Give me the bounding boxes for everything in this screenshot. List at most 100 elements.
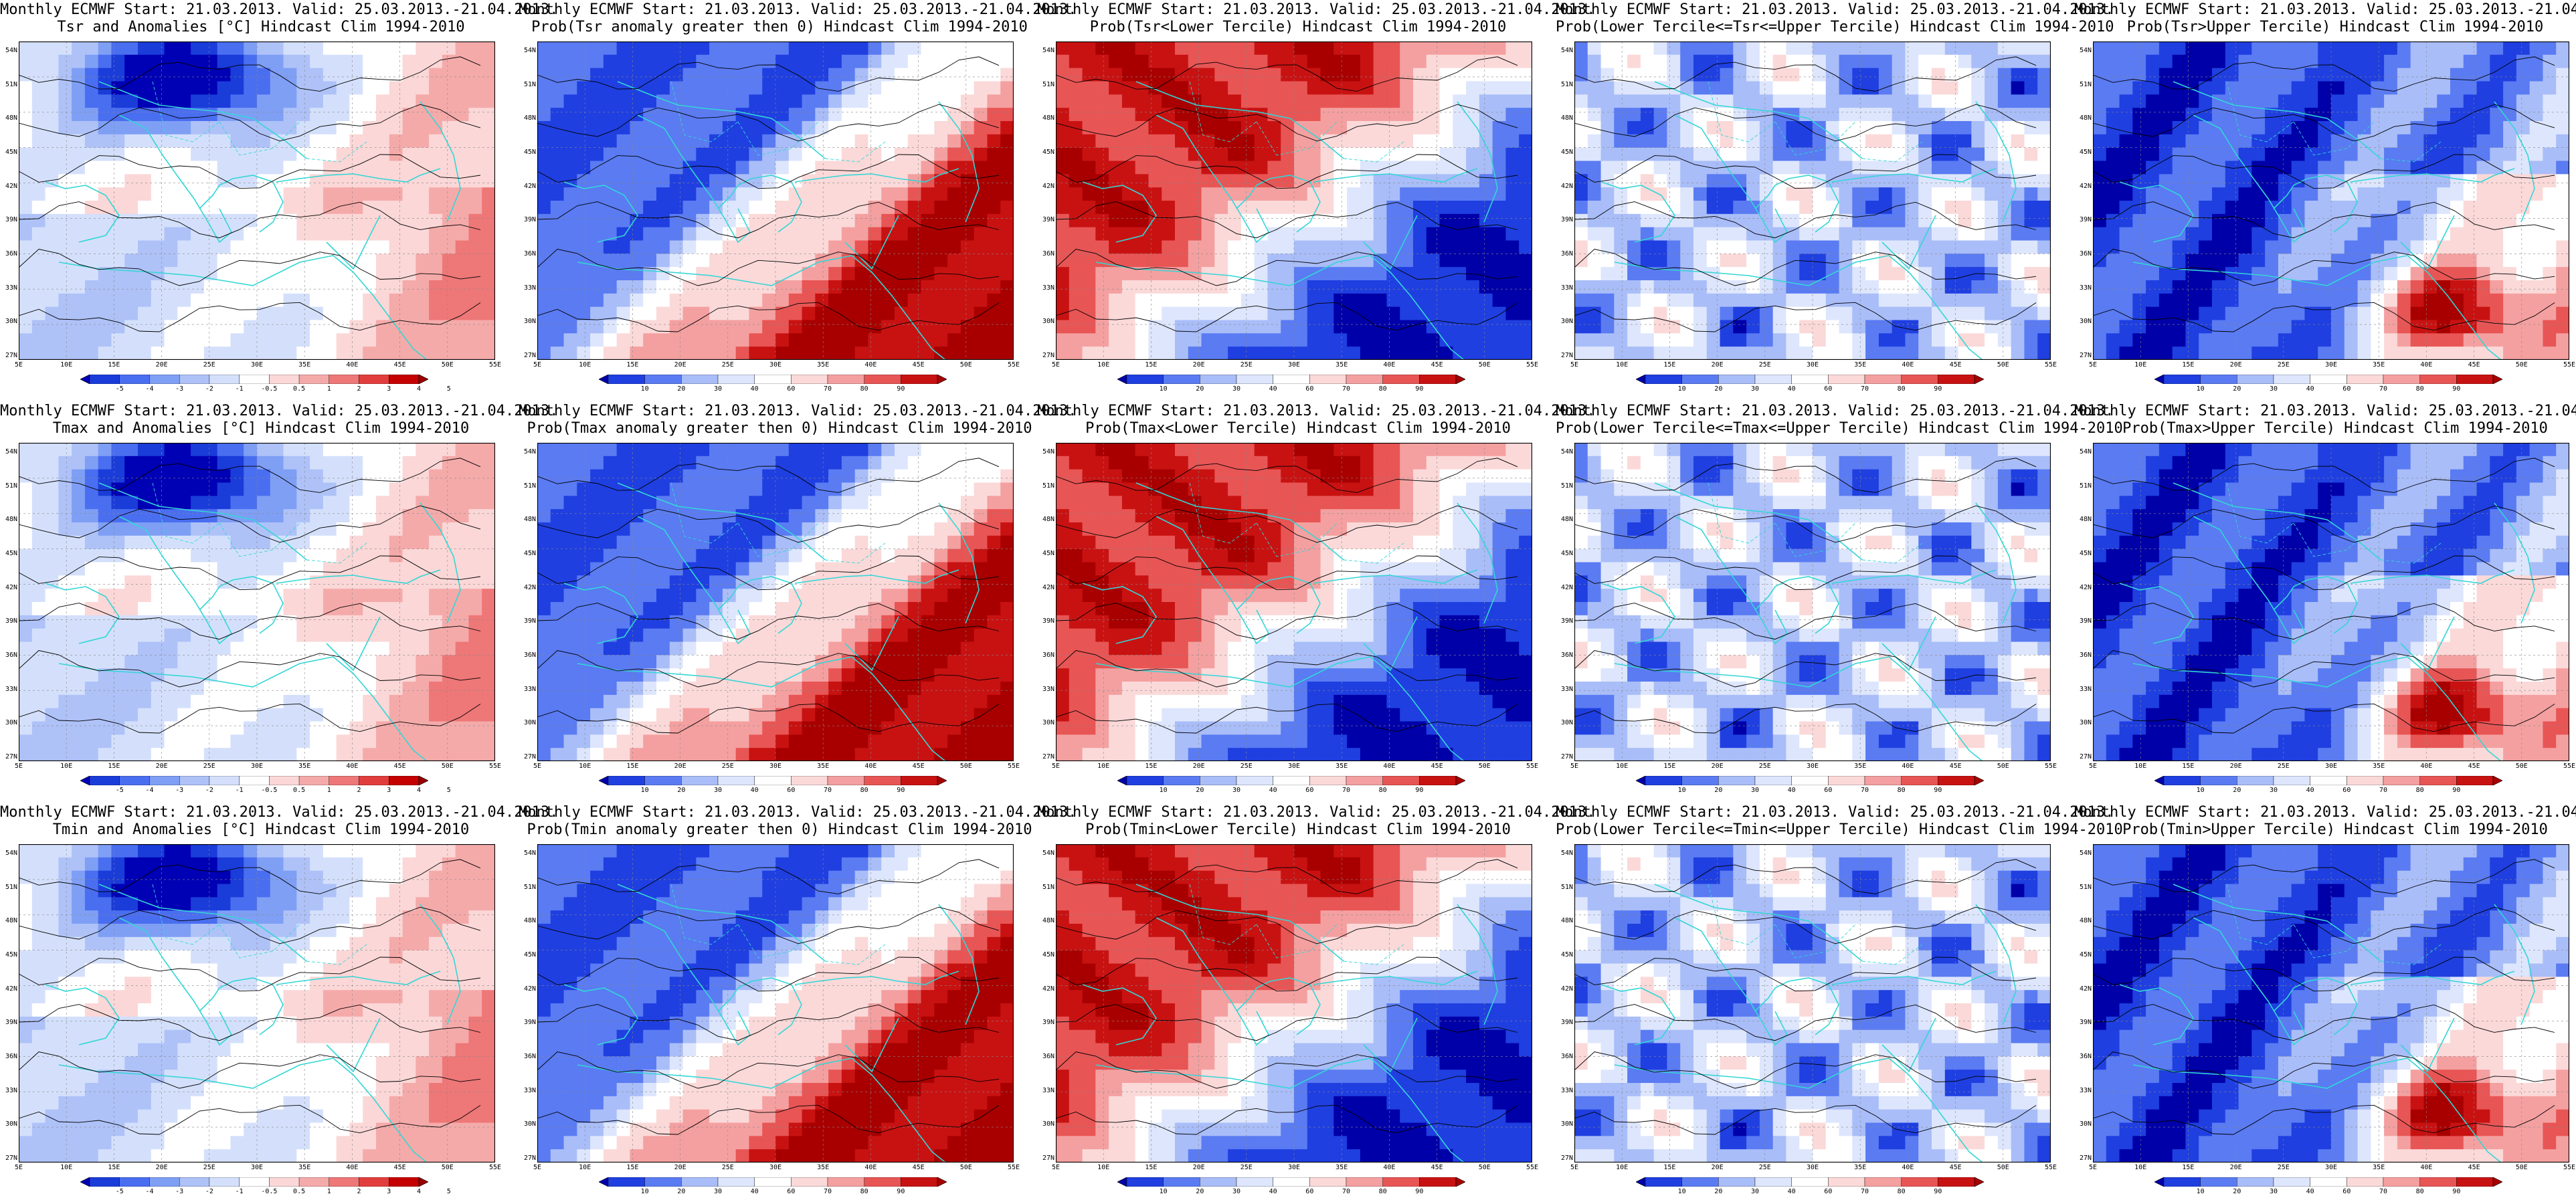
field-cell [124,174,139,188]
isoline-path [1574,249,2037,286]
field-cell [416,443,430,457]
field-cell [2185,201,2199,215]
field-cell [1693,213,1708,228]
field-cell [2529,240,2544,254]
field-cell [656,147,670,162]
longitude-label: 30E [769,361,782,369]
field-cell [2158,174,2173,188]
field-cell [2119,81,2133,95]
colorbar-segment [608,375,645,384]
field-cell [656,267,670,281]
field-cell [1294,81,1308,95]
field-cell [762,108,776,122]
field-cell [709,320,723,334]
field-cell [389,121,403,135]
field-cell [1600,267,1615,281]
field-cell [1214,108,1228,122]
field-cell [336,333,351,347]
field-cell [2516,187,2531,201]
field-cell [468,147,482,162]
field-cell [1587,187,1602,201]
field-cell [762,213,776,228]
field-cell [643,280,657,294]
field-cell [19,201,33,215]
field-cell [429,469,443,484]
field-cell [2225,280,2239,294]
field-cell [2423,94,2437,108]
field-cell [2331,267,2345,281]
field-cell [1294,254,1308,268]
field-cell [1839,293,1853,308]
field-cell [1519,121,1533,135]
field-cell [1201,306,1215,321]
field-cell [58,469,72,484]
field-cell [323,267,337,281]
field-cell [2490,134,2504,148]
field-cell [1971,174,1985,188]
field-cell [310,443,324,457]
field-cell [2291,320,2306,334]
field-cell [124,522,139,536]
field-cell [1799,174,1813,188]
field-cell [2384,108,2398,122]
field-cell [151,227,165,241]
colorbar-segment [2456,375,2494,384]
field-cell [244,509,258,523]
field-cell [349,509,363,523]
field-cell [643,346,657,361]
field-cell [72,320,86,334]
field-cell [762,293,776,308]
field-cell [1386,227,1400,241]
field-cell [257,201,271,215]
field-cell [2158,94,2173,108]
field-cell [2529,108,2544,122]
field-cell [2106,293,2120,308]
field-cell [1918,94,1932,108]
field-cell [2037,320,2051,334]
field-cell [2146,68,2160,82]
field-cell [1281,94,1295,108]
field-cell [1997,320,2012,334]
field-cell [2146,320,2160,334]
field-cell [442,482,456,496]
field-cell [203,187,218,201]
colorbar-segment [2310,375,2347,384]
field-cell [2037,306,2051,321]
field-cell [2265,68,2279,82]
field-cell [2344,121,2359,135]
field-cell [1095,147,1109,162]
field-cell [1426,68,1441,82]
field-cell [1135,68,1149,82]
field-cell [1201,333,1215,347]
field-cell [907,201,922,215]
field-cell [1786,108,1800,122]
field-cell [1000,94,1014,108]
field-cell [402,227,416,241]
field-cell [550,121,565,135]
colorbar-segment [1828,375,1865,384]
field-cell [1905,306,1919,321]
field-cell [230,108,244,122]
field-cell [296,320,310,334]
field-cell [841,280,856,294]
field-cell [177,81,191,95]
field-cell [270,134,284,148]
field-cell [164,346,178,361]
field-cell [1786,201,1800,215]
field-cell [72,108,86,122]
field-cell [1453,147,1467,162]
colorbar [2154,375,2502,384]
field-cell [669,346,684,361]
field-cell [1574,187,1588,201]
field-cell [1505,201,1520,215]
field-cell [895,54,909,69]
field-cell [2251,68,2266,82]
field-cell [2516,41,2531,56]
field-cell [164,240,178,254]
field-cell [2119,41,2133,56]
field-cell [442,280,456,294]
field-cell [709,54,723,69]
field-cell [1228,254,1242,268]
field-cell [257,54,271,69]
field-cell [682,240,697,254]
